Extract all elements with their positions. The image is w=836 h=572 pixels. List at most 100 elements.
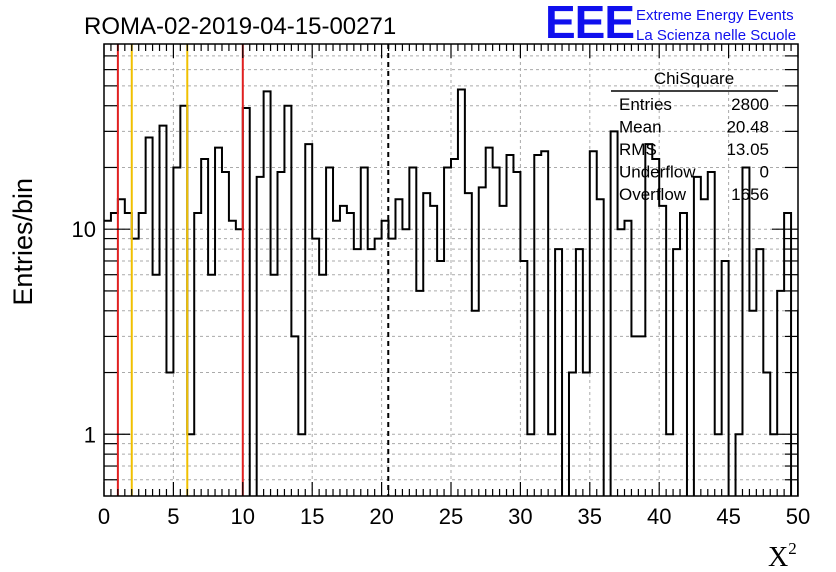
histogram-bin: [423, 193, 430, 496]
histogram-bin: [798, 311, 805, 496]
histogram-bin: [132, 239, 139, 496]
histogram-bin: [666, 434, 673, 496]
histogram-bin: [673, 249, 680, 496]
stats-row-label: Underflow: [619, 163, 696, 182]
histogram-bin: [361, 167, 368, 496]
histogram-bin: [694, 177, 701, 496]
y-axis-label: Entries/bin: [8, 178, 38, 306]
histogram-bin: [659, 206, 666, 496]
histogram-bin: [763, 373, 770, 496]
stats-row-label: Overflow: [619, 185, 687, 204]
stats-row-value: 20.48: [726, 118, 769, 137]
y-tick-label: 1: [84, 422, 96, 447]
histogram-outline: [104, 88, 798, 496]
histogram-bin: [486, 148, 493, 496]
histogram-bin: [708, 172, 715, 496]
histogram-bin: [736, 434, 743, 496]
histogram-bin: [520, 261, 527, 496]
stats-row-value: 13.05: [726, 140, 769, 159]
stats-row-label: RMS: [619, 140, 657, 159]
histogram-bin: [465, 193, 472, 496]
histogram-bin: [395, 199, 402, 496]
histogram-bin: [389, 239, 396, 496]
histogram-bin: [541, 151, 548, 496]
histogram-bin: [257, 177, 264, 496]
histogram-bin: [340, 206, 347, 496]
histogram-bin: [208, 275, 215, 496]
x-axis-label-base: X: [768, 542, 788, 572]
histogram-bin: [284, 106, 291, 496]
stats-row-label: Mean: [619, 118, 662, 137]
x-tick-label: 15: [300, 504, 324, 529]
histogram-bin: [680, 213, 687, 496]
histogram-bin: [770, 434, 777, 496]
histogram-bin: [368, 249, 375, 496]
histogram-bin: [742, 167, 749, 496]
histogram-bin: [569, 373, 576, 496]
x-tick-label: 25: [439, 504, 463, 529]
histogram-bin: [180, 106, 187, 496]
histogram-bin: [118, 199, 125, 496]
histogram-bin: [347, 213, 354, 496]
histogram-bin: [749, 311, 756, 496]
histogram-bin: [125, 213, 132, 496]
histogram-bin: [631, 336, 638, 496]
x-tick-label: 0: [98, 504, 110, 529]
histogram-bin: [229, 221, 236, 496]
histogram-bin: [243, 108, 250, 496]
x-tick-label: 10: [231, 504, 255, 529]
histogram-bin: [715, 434, 722, 496]
chart-title: ROMA-02-2019-04-15-00271: [84, 13, 396, 40]
x-tick-label: 50: [786, 504, 810, 529]
histogram-bin: [312, 239, 319, 496]
histogram-bin: [153, 275, 160, 496]
histogram-bin: [146, 137, 153, 496]
histogram-bin: [271, 275, 278, 496]
histogram-bin: [187, 434, 194, 496]
logo-line-1: Extreme Energy Events: [636, 7, 794, 24]
stats-row-value: 0: [760, 163, 769, 182]
threshold-lines: [116, 44, 390, 496]
histogram-bin: [507, 155, 514, 496]
stats-row-label: Entries: [619, 95, 672, 114]
histogram-bin: [326, 167, 333, 496]
histogram-bin: [583, 373, 590, 496]
stats-rows: Entries 2800 Mean 20.48 RMS 13.05 Underflow 0 Ov…: [619, 95, 769, 204]
histogram-bin: [319, 275, 326, 496]
y-tick-label: 10: [72, 217, 96, 242]
histogram-bin: [333, 221, 340, 496]
histogram-bin: [618, 229, 625, 496]
histogram-bin: [437, 261, 444, 496]
histogram-bin: [513, 172, 520, 496]
histogram-bin: [305, 144, 312, 496]
histogram-bin: [278, 172, 285, 496]
histogram-bin: [222, 172, 229, 496]
histogram-bin: [756, 249, 763, 496]
logo-line-2: La Scienza nelle Scuole: [636, 27, 796, 44]
histogram-bin: [534, 155, 541, 496]
stats-row-value: 1656: [731, 185, 769, 204]
histogram-bin: [291, 336, 298, 496]
x-tick-label: 5: [167, 504, 179, 529]
axis-ticks: 0 5 10 15 20 25 30 35 40 45 50 1 10: [72, 44, 810, 529]
histogram-bin: [194, 213, 201, 496]
histogram-bin: [597, 199, 604, 496]
histogram-bin: [479, 187, 486, 496]
histogram-bin: [201, 159, 208, 496]
histogram: [104, 88, 805, 496]
eee-logo: EEE: [545, 0, 634, 48]
histogram-bin: [160, 126, 167, 496]
histogram-bin: [722, 261, 729, 496]
histogram-bin: [402, 229, 409, 496]
histogram-bin: [416, 291, 423, 496]
histogram-bin: [430, 206, 437, 496]
histogram-bin: [493, 167, 500, 496]
histogram-bin: [451, 159, 458, 496]
histogram-bin: [215, 148, 222, 496]
histogram-bin: [548, 434, 555, 496]
histogram-bin: [652, 159, 659, 496]
histogram-bin: [444, 167, 451, 496]
histogram-bin: [166, 373, 173, 496]
histogram-bin: [298, 434, 305, 496]
histogram-bin: [409, 167, 416, 496]
